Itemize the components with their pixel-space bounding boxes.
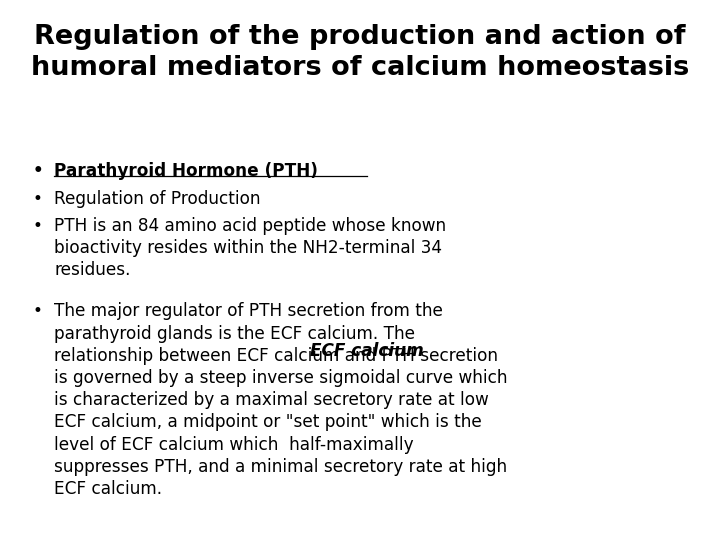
Text: •: • xyxy=(32,162,43,180)
Text: Parathyroid Hormone (PTH): Parathyroid Hormone (PTH) xyxy=(54,162,318,180)
Text: The major regulator of PTH secretion from the
parathyroid glands is the ECF calc: The major regulator of PTH secretion fro… xyxy=(54,302,508,498)
Text: Regulation of the production and action of
humoral mediators of calcium homeosta: Regulation of the production and action … xyxy=(31,24,689,82)
Text: •: • xyxy=(32,217,42,235)
Text: ECF calcium: ECF calcium xyxy=(310,342,423,360)
Text: Regulation of Production: Regulation of Production xyxy=(54,190,261,208)
Text: •: • xyxy=(32,302,42,320)
Text: •: • xyxy=(32,190,42,208)
Text: PTH is an 84 amino acid peptide whose known
bioactivity resides within the NH2-t: PTH is an 84 amino acid peptide whose kn… xyxy=(54,217,446,280)
